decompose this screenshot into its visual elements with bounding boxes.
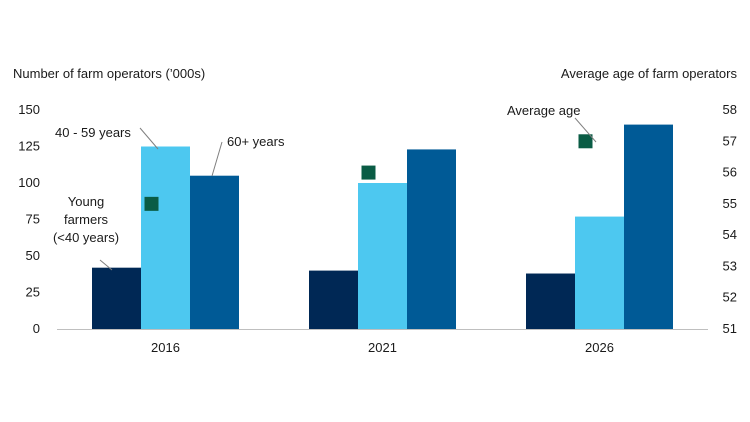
right-tick-label: 57 [723,133,737,148]
annotation-label: 60+ years [227,134,285,149]
right-tick-label: 51 [723,321,737,336]
right-tick-label: 55 [723,196,737,211]
right-tick-label: 54 [723,227,737,242]
bar [190,175,239,329]
annotation-line: (<40 years) [53,230,119,245]
average-age-marker [144,196,159,211]
annotation-line: farmers [64,212,109,227]
right-tick-label: 58 [723,102,737,117]
annotation-line: 40 - 59 years [55,125,131,140]
category-label: 2026 [585,340,614,355]
annotations: Young farmers (<40 years) 40 - 59 years 60+ … [53,103,597,271]
category-label: 2021 [368,340,397,355]
left-tick-label: 50 [26,248,40,263]
bar [141,146,190,329]
annotation-line: Average age [507,103,581,118]
right-tick-label: 52 [723,290,737,305]
bar [309,270,358,329]
annotation-line: Young [68,194,104,209]
bar [624,124,673,329]
annotation-leader-line [211,141,223,177]
average-age-marker [361,165,376,180]
bars [92,124,673,329]
annotation-label: Average age [507,103,581,118]
average-age-marker [578,134,593,149]
left-tick-label: 25 [26,285,40,300]
annotation-leader-line [139,127,159,150]
left-tick-label: 75 [26,212,40,227]
left-tick-label: 0 [33,321,40,336]
average-age-markers [144,134,593,211]
bar [407,149,456,329]
category-labels: 2016 2021 2026 [151,340,614,355]
annotation-leader-line [574,117,597,143]
y-axis-title-right: Average age of farm operators [561,66,738,81]
left-tick-label: 100 [18,175,40,190]
right-tick-label: 56 [723,165,737,180]
category-label: 2016 [151,340,180,355]
bar [575,216,624,329]
left-tick-label: 125 [18,139,40,154]
annotation-label: 40 - 59 years [55,125,131,140]
annotation-line: 60+ years [227,134,285,149]
right-tick-label: 53 [723,258,737,273]
annotation-leader-line [99,259,113,271]
y-axis-title-left: Number of farm operators (’000s) [13,66,205,81]
annotation-label: Young farmers (<40 years) [53,194,119,245]
bar [92,267,141,329]
left-axis-ticks: 0 25 50 75 100 125 150 [18,102,40,336]
bar [358,183,407,329]
right-axis-ticks: 51 52 53 54 55 56 57 58 [723,102,737,336]
left-tick-label: 150 [18,102,40,117]
bar [526,273,575,329]
